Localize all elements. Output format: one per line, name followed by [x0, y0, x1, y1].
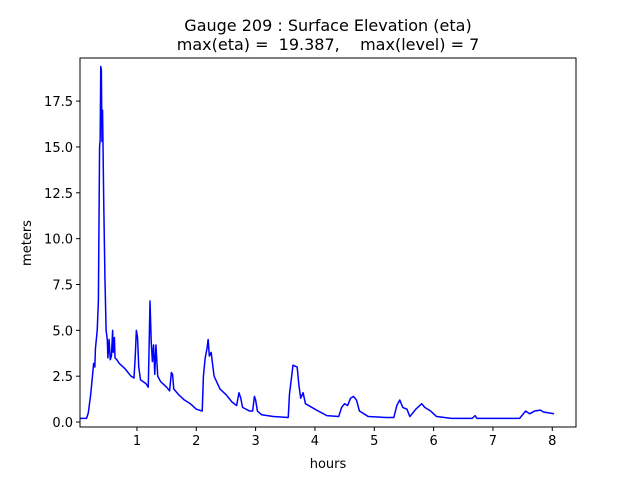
x-tick-label: 1 — [133, 434, 141, 449]
y-tick-label: 10.0 — [44, 233, 73, 248]
x-tick-label: 7 — [489, 434, 497, 449]
x-tick-label: 2 — [192, 434, 200, 449]
x-tick-label: 6 — [429, 434, 437, 449]
y-tick-label: 5.0 — [52, 324, 73, 339]
x-tick-label: 3 — [251, 434, 259, 449]
chart-subtitle: max(eta) = 19.387, max(level) = 7 — [177, 35, 480, 54]
chart-title: Gauge 209 : Surface Elevation (eta) — [184, 16, 471, 35]
y-tick-label: 0.0 — [52, 416, 73, 431]
y-axis-label: meters — [20, 220, 35, 266]
x-axis-label: hours — [310, 457, 347, 472]
y-tick-label: 2.5 — [52, 370, 73, 385]
y-tick-label: 12.5 — [44, 187, 73, 202]
y-tick-label: 7.5 — [52, 278, 73, 293]
y-tick-label: 15.0 — [44, 141, 73, 156]
x-tick-label: 4 — [311, 434, 319, 449]
data-line — [80, 65, 555, 420]
x-tick-label: 8 — [548, 434, 556, 449]
x-tick-label: 5 — [370, 434, 378, 449]
plot-frame — [79, 57, 577, 428]
y-tick-label: 17.5 — [44, 95, 73, 110]
